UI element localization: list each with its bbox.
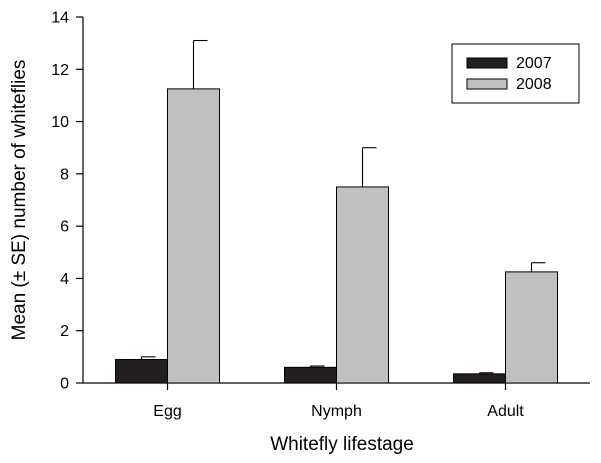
legend-label: 2008 [516, 76, 552, 93]
y-axis-label: Mean (± SE) number of whiteflies [9, 60, 30, 341]
x-tick-label: Egg [153, 403, 181, 420]
bar-2007-egg [116, 359, 168, 383]
y-tick-label: 8 [60, 166, 69, 183]
y-tick-label: 6 [60, 219, 69, 236]
bar-2007-nymph [285, 367, 337, 383]
legend: 2007 2008 [452, 44, 579, 103]
y-tick-label: 2 [60, 323, 69, 340]
y-axis: 0 2 4 6 8 10 12 14 [51, 10, 83, 393]
legend-label: 2007 [516, 55, 552, 72]
x-tick-label: Adult [487, 403, 524, 420]
bar-2008-nymph [337, 187, 389, 383]
y-tick-label: 4 [60, 271, 69, 288]
x-axis: Egg Nymph Adult [153, 383, 524, 420]
bar-2008-egg [168, 89, 220, 383]
bar-2008-adult [506, 272, 558, 383]
y-tick-label: 10 [51, 114, 69, 131]
legend-swatch [467, 79, 507, 89]
bar-2007-adult [454, 374, 506, 383]
legend-swatch [467, 58, 507, 68]
legend-box [452, 44, 579, 103]
y-tick-label: 14 [51, 10, 69, 27]
x-axis-label: Whitefly lifestage [270, 434, 414, 455]
x-tick-label: Nymph [311, 403, 362, 420]
y-tick-label: 12 [51, 62, 69, 79]
y-tick-label: 0 [60, 376, 69, 393]
